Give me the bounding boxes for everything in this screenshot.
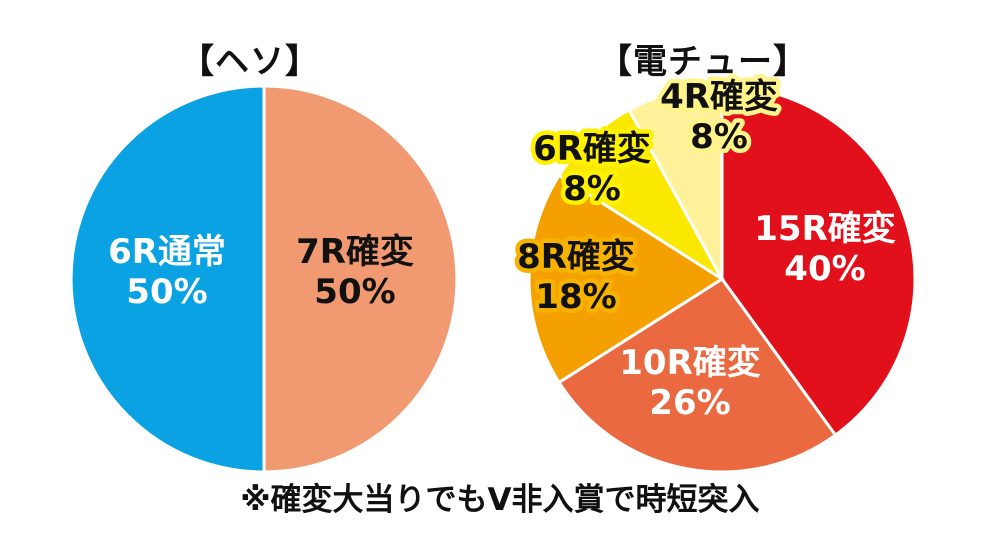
denchu-slice-value-1: 26% — [649, 383, 730, 423]
heso-slice-0 — [262, 84, 459, 474]
heso-pie: 7R確変 50%6R通常 50% — [69, 84, 459, 474]
denchu-slice-name-3: 6R確変 — [533, 129, 651, 169]
denchu-slice-label-0: 15R確変 40% — [754, 209, 896, 289]
denchu-slice-4 — [626, 84, 724, 280]
heso-slice-label-1: 6R通常 50% — [108, 232, 226, 312]
heso-slice-value-0: 50% — [314, 272, 395, 312]
denchu-pie: 15R確変 40%10R確変 26%8R確変 18%6R確変 8%4R確変 8% — [513, 73, 917, 474]
denchu-slice-3 — [556, 107, 724, 281]
heso-slice-name-0: 7R確変 — [296, 232, 414, 272]
heso-slice-value-1: 50% — [126, 272, 207, 312]
footnote: ※確変大当りでもV非入賞で時短突入 — [240, 482, 760, 518]
denchu-slice-label-3: 6R確変 8% — [533, 129, 651, 209]
denchu-slice-value-2: 18% — [535, 277, 616, 317]
denchu-slice-name-2: 8R確変 — [517, 237, 635, 277]
denchu-slice-label-2: 8R確変 18% — [517, 237, 635, 317]
denchu-slice-0 — [720, 84, 917, 438]
denchu-slice-name-1: 10R確変 — [619, 343, 761, 383]
heso-chart-title: 【ヘソ】 — [180, 42, 320, 82]
denchu-slice-label-1: 10R確変 26% — [619, 343, 761, 423]
denchu-slice-value-3: 8% — [563, 169, 621, 209]
denchu-slice-name-0: 15R確変 — [754, 209, 896, 249]
denchu-slice-label-4: 4R確変 8% — [660, 77, 778, 157]
heso-slice-1 — [69, 84, 266, 474]
denchu-slice-name-4: 4R確変 — [660, 77, 778, 117]
denchu-slice-2 — [527, 173, 725, 385]
denchu-slice-value-4: 8% — [690, 117, 748, 157]
denchu-chart-title: 【電チュー】 — [598, 42, 808, 82]
denchu-slice-value-0: 40% — [784, 249, 865, 289]
denchu-slice-1 — [556, 276, 838, 474]
heso-slice-name-1: 6R通常 — [108, 232, 226, 272]
heso-slice-label-0: 7R確変 50% — [296, 232, 414, 312]
